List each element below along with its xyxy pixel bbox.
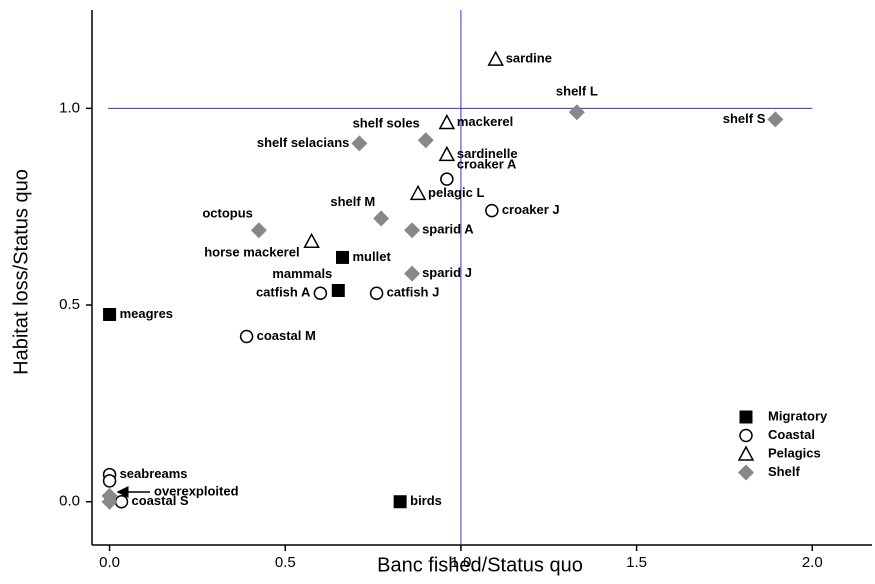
marker — [303, 232, 320, 249]
x-tick-label: 2.0 — [802, 554, 823, 571]
marker — [767, 111, 784, 128]
legend-label: Pelagics — [768, 445, 821, 460]
point-label: mammals — [272, 266, 332, 281]
point-label: pelagic L — [428, 185, 484, 200]
point-label: shelf soles — [353, 116, 420, 131]
point-label: croaker J — [502, 202, 560, 217]
point-label: sardine — [506, 51, 552, 66]
marker — [331, 283, 345, 297]
marker — [568, 104, 585, 121]
marker — [313, 286, 328, 300]
marker — [393, 495, 407, 509]
legend-label: Shelf — [768, 464, 800, 479]
y-tick-label: 0.0 — [59, 493, 80, 510]
point-label: catfish J — [387, 285, 440, 300]
point-label: sparid J — [422, 265, 472, 280]
point-label: catfish A — [256, 285, 311, 300]
y-tick-label: 1.0 — [59, 99, 80, 116]
legend-marker — [739, 410, 753, 424]
legend-marker — [737, 445, 755, 461]
marker — [404, 222, 421, 239]
point-label: seabreams — [120, 466, 188, 481]
x-tick-label: 1.0 — [450, 554, 471, 571]
marker — [239, 329, 254, 344]
point-label: mackerel — [457, 114, 513, 129]
marker — [336, 250, 350, 264]
marker — [250, 222, 267, 239]
point-label: mullet — [353, 249, 392, 264]
marker — [404, 265, 421, 282]
marker — [417, 132, 434, 149]
marker — [102, 474, 117, 488]
marker — [438, 113, 456, 130]
point-label: shelf S — [723, 111, 766, 126]
marker — [487, 50, 504, 66]
marker — [351, 135, 368, 152]
point-label: horse mackerel — [204, 245, 299, 260]
marker — [373, 210, 390, 227]
x-tick-label: 0.5 — [275, 554, 296, 571]
y-axis-title: Habitat loss/Status quo — [10, 169, 32, 375]
x-axis-title: Banc fished/Status quo — [377, 554, 583, 576]
annotation: overexploited — [154, 483, 239, 498]
legend-marker — [739, 428, 753, 443]
point-label: sparid A — [422, 222, 474, 237]
marker — [103, 307, 117, 321]
point-label: shelf M — [330, 194, 375, 209]
marker — [485, 203, 499, 218]
point-label: sardinelle — [457, 146, 518, 161]
marker — [369, 286, 384, 300]
point-label: coastal S — [132, 493, 189, 508]
y-tick-label: 0.5 — [59, 296, 80, 313]
marker — [409, 184, 427, 201]
marker — [438, 145, 456, 162]
point-label: shelf L — [556, 84, 598, 99]
x-tick-label: 1.5 — [626, 554, 647, 571]
point-label: coastal M — [257, 328, 316, 343]
point-label: birds — [410, 493, 442, 508]
point-label: shelf selacians — [257, 135, 350, 150]
x-tick-label: 0.0 — [99, 554, 120, 571]
point-label: octopus — [202, 206, 253, 221]
legend-marker — [738, 464, 754, 481]
point-label: meagres — [120, 306, 173, 321]
legend-label: Migratory — [768, 408, 828, 423]
point-label: croaker A — [457, 157, 517, 172]
marker — [440, 172, 454, 186]
marker — [101, 493, 118, 510]
legend-label: Coastal — [768, 427, 815, 442]
